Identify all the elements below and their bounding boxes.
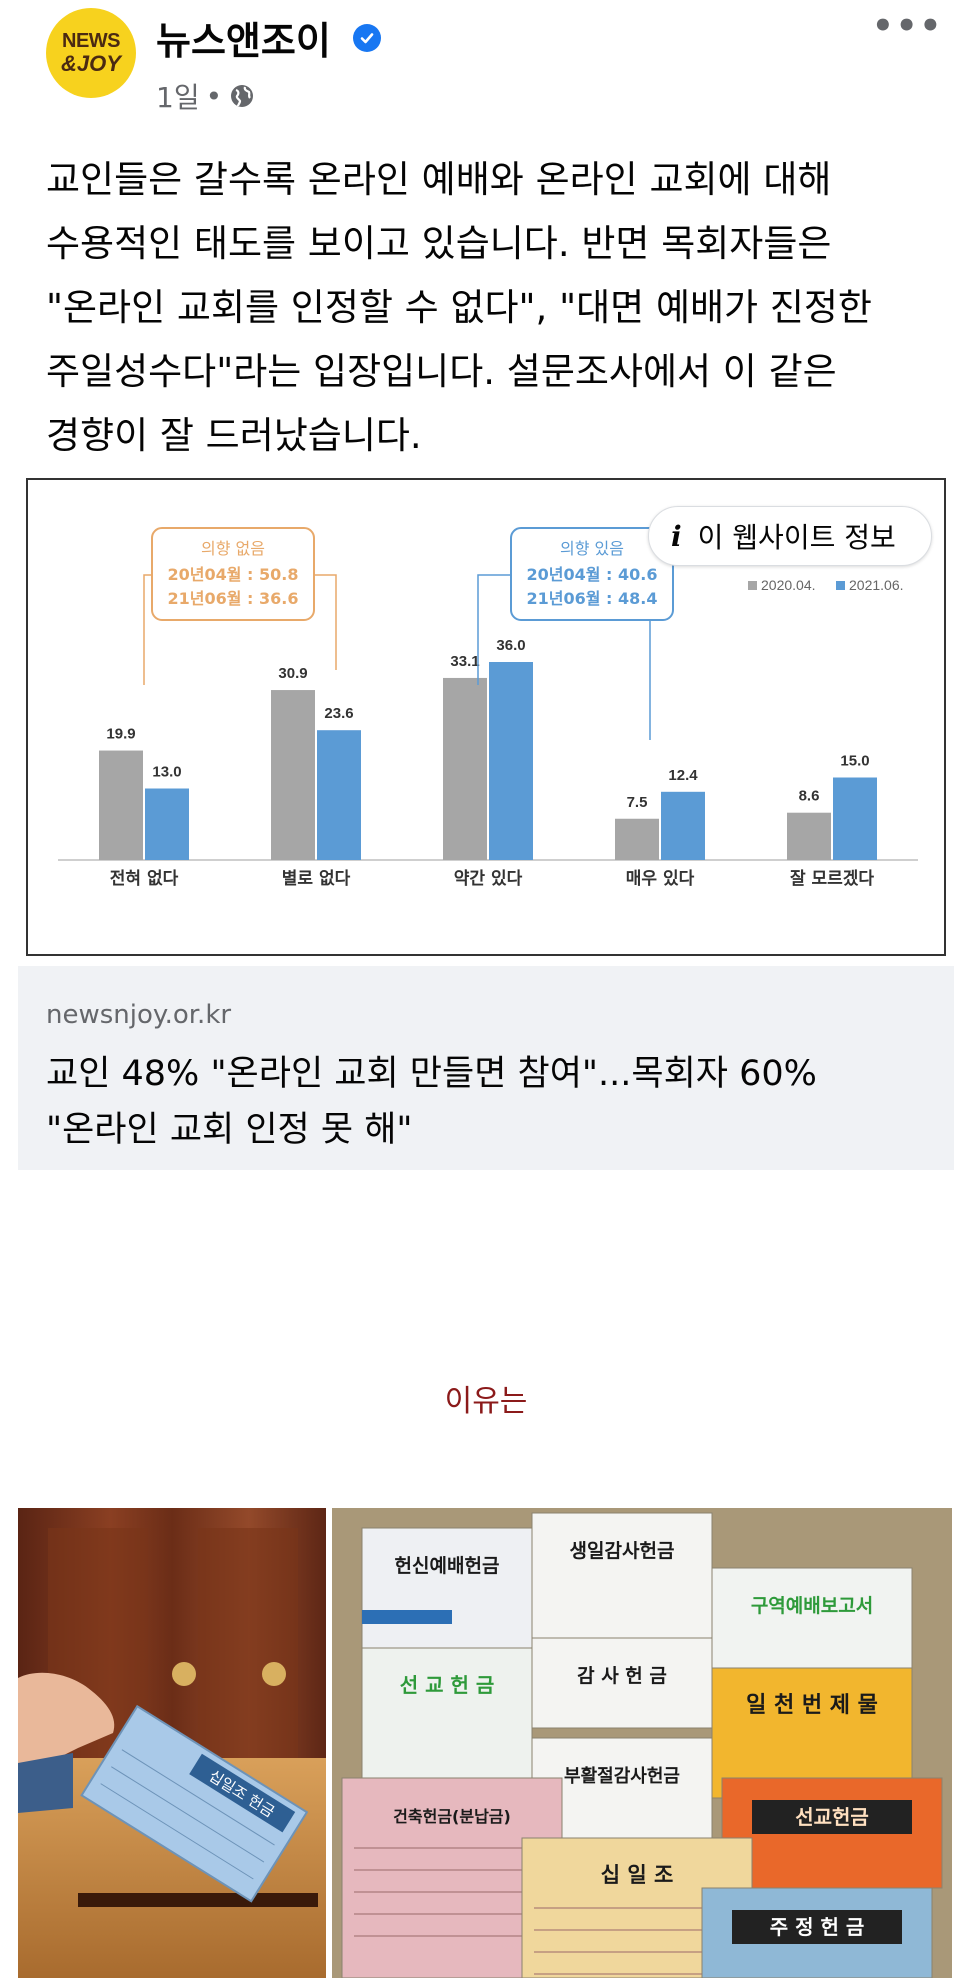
envelope-label: 생일감사헌금 xyxy=(570,1540,675,1562)
category-label: 전혀 없다 xyxy=(110,869,179,889)
offering-box-photo[interactable]: 십일조 헌금 xyxy=(18,1508,326,1978)
envelope-label-band xyxy=(752,1800,912,1834)
data-label: 19.9 xyxy=(106,726,135,743)
envelope-body xyxy=(531,1512,713,1644)
annotation-bracket-left xyxy=(143,574,152,685)
bar-1-4 xyxy=(833,777,877,860)
envelope-label: 구역예배보고서 xyxy=(751,1595,873,1617)
data-label: 36.0 xyxy=(496,637,525,654)
envelope-label: 십 일 조 xyxy=(601,1863,674,1887)
envelope-label: 감 사 헌 금 xyxy=(577,1665,667,1687)
data-label: 23.6 xyxy=(324,705,353,722)
globe-icon xyxy=(231,85,254,107)
annotation-title: 의향 없음 xyxy=(201,539,265,558)
verified-badge-icon xyxy=(353,24,381,52)
envelope-label: 건축헌금(분납금) xyxy=(393,1807,511,1826)
data-label: 33.1 xyxy=(450,653,479,670)
envelope-body xyxy=(531,1637,713,1729)
website-info-label: 이 웹사이트 정보 xyxy=(697,521,896,554)
page-avatar[interactable]: NEWS &JOY xyxy=(46,8,136,98)
meta-separator: • xyxy=(205,79,223,113)
annotation-bracket-left xyxy=(477,574,511,685)
avatar-text-2: &JOY xyxy=(61,51,121,76)
annotation-line2: 21년06월 : 36.6 xyxy=(168,589,299,608)
annotation-line2: 21년06월 : 48.4 xyxy=(527,589,658,608)
data-label: 13.0 xyxy=(152,764,181,781)
envelope-label: 선 교 헌 금 xyxy=(400,1673,495,1697)
knob-right xyxy=(262,1662,286,1686)
annotation-line1: 20년04월 : 40.6 xyxy=(527,565,658,584)
annotation-title: 의향 있음 xyxy=(560,539,624,558)
legend-swatch xyxy=(748,581,757,590)
annotation-1: 의향 있음 20년04월 : 40.6 21년06월 : 48.4 xyxy=(477,527,674,740)
envelope: 선 교 헌 금 xyxy=(361,1647,533,1779)
website-info-button[interactable]: i 이 웹사이트 정보 xyxy=(648,506,932,566)
bar-1-0 xyxy=(145,788,189,860)
bar-0-2 xyxy=(443,677,487,860)
knob-left xyxy=(172,1662,196,1686)
envelope-body xyxy=(361,1527,533,1649)
envelope-label: 부활절감사헌금 xyxy=(564,1766,680,1787)
envelope-body xyxy=(711,1667,913,1799)
legend-swatch xyxy=(836,581,845,590)
envelope-label: 주 정 헌 금 xyxy=(770,1915,865,1939)
link-domain: newsnjoy.or.kr xyxy=(46,1000,232,1030)
envelope-label: 일 천 번 제 물 xyxy=(746,1693,878,1718)
annotation-line1: 20년04월 : 50.8 xyxy=(168,565,299,584)
envelope: 생일감사헌금 xyxy=(531,1512,713,1644)
bar-1-1 xyxy=(317,730,361,860)
link-card[interactable]: newsnjoy.or.kr 교인 48% "온라인 교회 만들면 참여"...… xyxy=(18,966,954,1170)
envelope-label: 헌신예배헌금 xyxy=(395,1555,500,1577)
envelope: 감 사 헌 금 xyxy=(531,1637,713,1729)
category-label: 잘 모르겠다 xyxy=(790,868,874,889)
data-label: 8.6 xyxy=(799,788,820,805)
post-header: NEWS &JOY 뉴스앤조이 1일 • ••• xyxy=(0,0,972,130)
annotation-0: 의향 없음 20년04월 : 50.8 21년06월 : 36.6 xyxy=(143,527,337,685)
legend-label: 2021.06. xyxy=(849,577,904,593)
data-label: 30.9 xyxy=(278,665,307,682)
bar-1-3 xyxy=(661,791,705,860)
link-preview-image[interactable]: 19.9 13.0 전혀 없다 30.9 23.6 별로 없다 33.1 36.0 약간 있다 7… xyxy=(26,478,946,956)
post-text: 교인들은 갈수록 온라인 예배와 온라인 교회에 대해 수용적인 태도를 보이고… xyxy=(46,158,872,457)
bar-0-1 xyxy=(271,690,315,860)
link-title: 교인 48% "온라인 교회 만들면 참여"...목회자 60% "온라인 교회… xyxy=(46,1054,817,1150)
bar-chart: 19.9 13.0 전혀 없다 30.9 23.6 별로 없다 33.1 36.0 약간 있다 7… xyxy=(58,527,918,889)
annotation-bracket-right xyxy=(314,574,337,670)
envelope: 주 정 헌 금 xyxy=(701,1887,933,1978)
bar-0-0 xyxy=(99,750,143,860)
category-label: 별로 없다 xyxy=(282,869,351,889)
post-meta: 1일 • xyxy=(156,76,256,116)
envelope-label: 선교헌금 xyxy=(795,1805,869,1829)
envelope: 선교헌금 xyxy=(721,1777,943,1889)
envelope: 헌신예배헌금 xyxy=(361,1527,533,1649)
annotation-box xyxy=(510,527,674,621)
bar-0-4 xyxy=(787,812,831,860)
category-label: 매우 있다 xyxy=(626,869,695,889)
envelope-label-band xyxy=(732,1910,902,1944)
legend-label: 2020.04. xyxy=(761,577,816,593)
category-label: 약간 있다 xyxy=(454,868,523,889)
envelope-stripe xyxy=(362,1610,452,1624)
post-time[interactable]: 1일 xyxy=(156,81,200,114)
data-label: 15.0 xyxy=(840,753,869,770)
data-label: 7.5 xyxy=(627,794,648,811)
data-label: 12.4 xyxy=(668,767,698,784)
bar-0-3 xyxy=(615,818,659,860)
envelope: 일 천 번 제 물 xyxy=(711,1667,913,1799)
bar-1-2 xyxy=(489,662,533,860)
avatar-text-1: NEWS xyxy=(62,30,121,52)
more-options-icon[interactable]: ••• xyxy=(872,6,944,46)
info-icon: i xyxy=(671,519,682,553)
annotation-box xyxy=(151,527,315,621)
page-name[interactable]: 뉴스앤조이 xyxy=(156,19,331,63)
envelope-body xyxy=(361,1647,533,1779)
caption-text: 이유는 xyxy=(444,1384,528,1419)
